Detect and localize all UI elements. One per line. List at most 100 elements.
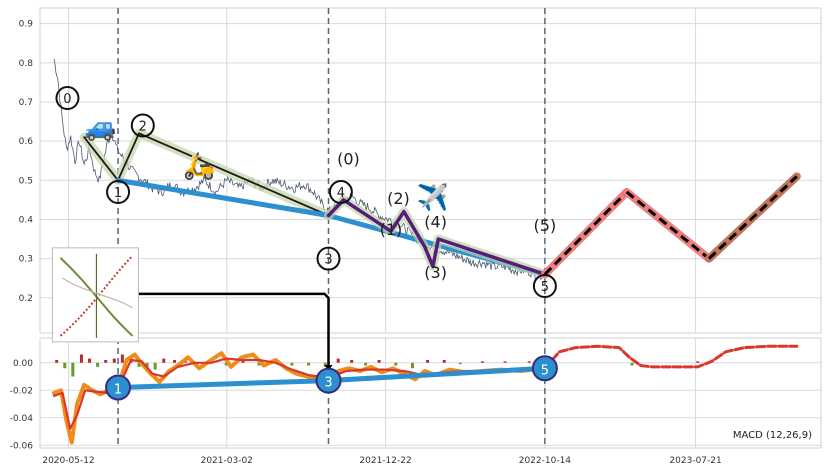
macd-node-circle bbox=[315, 367, 342, 394]
histogram-bar bbox=[145, 362, 149, 369]
histogram-bar bbox=[426, 360, 430, 363]
histogram-bar bbox=[630, 362, 634, 366]
macd-annotation: MACD (12,26,9) bbox=[733, 430, 812, 441]
histogram-bar bbox=[71, 362, 75, 377]
histogram-bar bbox=[442, 360, 446, 363]
projection-dashed bbox=[625, 190, 710, 260]
lower-y-tick-label: -0.02 bbox=[10, 386, 33, 396]
lower-y-axis: 0.00 -0.02 -0.04 -0.06 bbox=[10, 359, 34, 452]
wave-node-label: 1 bbox=[114, 186, 122, 201]
subwave-label: (5) bbox=[534, 216, 557, 235]
wave-node-label: 4 bbox=[337, 186, 345, 201]
lower-y-tick-label: 0.00 bbox=[13, 359, 33, 369]
upper-y-tick-label: 0.8 bbox=[19, 59, 34, 69]
vertical-markers bbox=[117, 8, 546, 448]
channel-line bbox=[83, 132, 330, 217]
lower-panel-frame bbox=[39, 337, 822, 449]
macd-histogram bbox=[55, 354, 700, 377]
wave-node-label: 0 bbox=[63, 92, 71, 107]
upper-panel-grid bbox=[40, 8, 821, 333]
macd-node-label: 5 bbox=[541, 363, 549, 378]
thumbnail-curve bbox=[59, 255, 134, 337]
subwave-label: (0) bbox=[337, 150, 360, 169]
histogram-bar bbox=[458, 362, 462, 365]
histogram-bar bbox=[104, 360, 108, 363]
upper-panel-lines bbox=[53, 58, 801, 280]
wave-node-label: 3 bbox=[324, 253, 332, 268]
subwave-label: (2) bbox=[387, 189, 410, 208]
histogram-bar bbox=[224, 362, 228, 366]
wave-nodes: 0 1 2 3 4 5 bbox=[55, 86, 557, 299]
lower-panel-grid bbox=[40, 338, 821, 448]
wave-node-label: 2 bbox=[139, 119, 147, 134]
wave-node-circle bbox=[316, 246, 341, 271]
macd-node-circle bbox=[531, 355, 558, 382]
upper-y-tick-label: 0.2 bbox=[19, 294, 33, 304]
wave-node-circle bbox=[532, 274, 557, 299]
lower-y-tick-label: -0.06 bbox=[10, 441, 34, 451]
x-tick-label: 2020-05-12 bbox=[42, 456, 94, 466]
x-tick-label: 2022-10-14 bbox=[519, 456, 572, 466]
upper-y-tick-label: 0.3 bbox=[19, 255, 33, 265]
airplane-icon: ✈️ bbox=[417, 181, 449, 213]
histogram-bar bbox=[88, 358, 92, 363]
histogram-bar bbox=[377, 360, 381, 363]
histogram-bar bbox=[63, 362, 67, 369]
projected-macd bbox=[543, 344, 799, 370]
wave-node-circle bbox=[55, 86, 80, 111]
upper-y-tick-label: 0.9 bbox=[19, 20, 34, 30]
histogram-bar bbox=[173, 360, 177, 363]
wave-node-circle bbox=[106, 180, 131, 205]
upper-y-tick-label: 0.4 bbox=[19, 215, 34, 225]
subwave-label: (1) bbox=[380, 220, 403, 239]
car-icon: 🚙 bbox=[84, 112, 116, 142]
histogram-bar bbox=[696, 361, 700, 363]
price-series bbox=[53, 58, 545, 280]
histogram-bar bbox=[137, 362, 141, 367]
macd-node-circle bbox=[105, 374, 132, 401]
histogram-bar bbox=[241, 360, 245, 363]
upper-y-tick-label: 0.5 bbox=[19, 176, 33, 186]
histogram-bar bbox=[290, 362, 294, 366]
subwave-line bbox=[326, 198, 547, 277]
histogram-bar bbox=[153, 362, 157, 370]
histogram-bar bbox=[307, 362, 311, 366]
lower-y-tick-label: -0.04 bbox=[10, 414, 34, 424]
histogram-bar bbox=[350, 360, 354, 363]
histogram-bar bbox=[503, 361, 507, 363]
wave-node-circle bbox=[130, 113, 155, 138]
histogram-bar bbox=[410, 362, 414, 369]
scooter-icon: 🛵 bbox=[183, 152, 215, 182]
x-axis: 2020-05-12 2021-03-02 2021-12-22 2022-10-14… bbox=[42, 456, 721, 466]
histogram-bar bbox=[323, 362, 327, 367]
lower-panel-lines bbox=[52, 292, 799, 445]
histogram-bar bbox=[527, 361, 531, 363]
histogram-bar bbox=[394, 362, 398, 366]
x-tick-label: 2021-03-02 bbox=[201, 456, 253, 466]
connector-line bbox=[130, 292, 330, 371]
subwave-label: (3) bbox=[424, 263, 447, 282]
projection-dashed bbox=[707, 175, 798, 260]
macd-node-label: 1 bbox=[114, 383, 122, 398]
subwave-label: (4) bbox=[424, 212, 447, 231]
histogram-bar bbox=[55, 360, 59, 363]
upper-y-tick-label: 0.6 bbox=[19, 137, 34, 147]
cross-chart-thumbnail bbox=[51, 247, 139, 343]
macd-trend-nodes: 1 3 5 bbox=[105, 355, 558, 401]
upper-y-tick-label: 0.7 bbox=[19, 98, 33, 108]
macd-node-label: 3 bbox=[324, 376, 332, 391]
histogram-bar bbox=[364, 362, 368, 366]
histogram-bar bbox=[336, 358, 340, 363]
x-tick-label: 2021-12-22 bbox=[359, 456, 411, 466]
histogram-bar bbox=[96, 362, 100, 367]
histogram-bar bbox=[162, 358, 166, 363]
histogram-bar bbox=[257, 362, 261, 366]
upper-panel-frame bbox=[39, 7, 822, 334]
histogram-bar bbox=[79, 354, 83, 363]
chart-icons: 🚙 🛵 ✈️ bbox=[84, 112, 449, 212]
x-tick-label: 2023-07-21 bbox=[669, 456, 721, 466]
subwave-labels: (0) (1) (2) (4) (3) (5) bbox=[337, 150, 556, 283]
histogram-bar bbox=[120, 354, 124, 363]
wave-node-label: 5 bbox=[541, 280, 549, 295]
